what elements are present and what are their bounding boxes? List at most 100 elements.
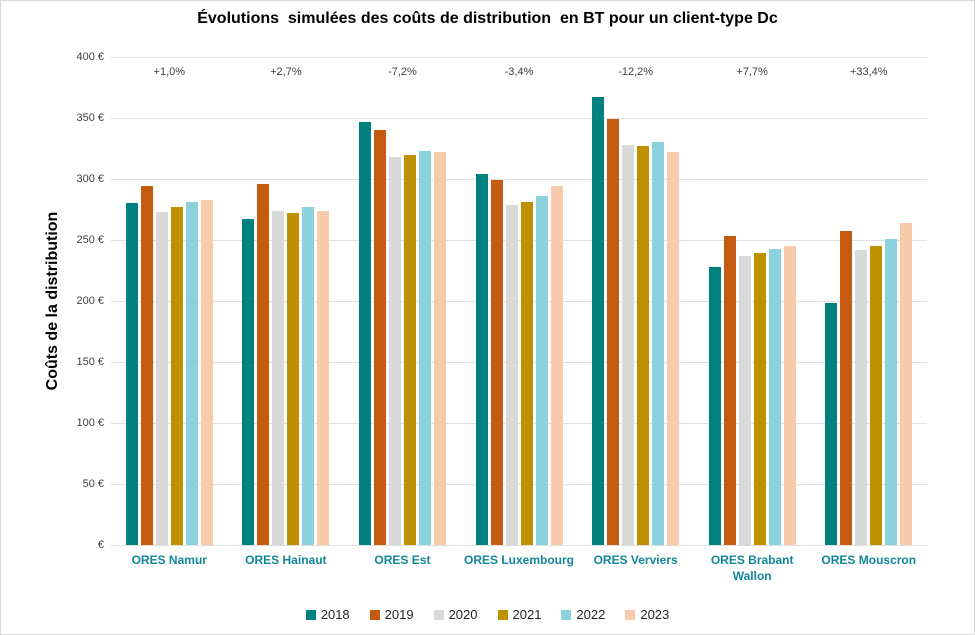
gridline — [111, 240, 927, 241]
x-axis-label-ores-brabant-wallon: ORES Brabant Wallon — [710, 553, 794, 583]
y-tick-label: 150 € — [76, 356, 104, 368]
pct-annotation-ores-verviers: -12,2% — [618, 66, 654, 78]
bar-2022-ores-luxembourg — [535, 196, 548, 545]
bar-2018-ores-luxembourg — [475, 174, 488, 545]
legend-swatch-2018 — [305, 609, 316, 620]
y-tick-label: 300 € — [76, 173, 104, 185]
bar-2020-ores-namur — [155, 212, 168, 545]
bar-2018-ores-brabant-wallon — [708, 267, 721, 545]
bar-2019-ores-namur — [140, 186, 153, 545]
bar-2023-ores-brabant-wallon — [783, 246, 796, 545]
legend-label-2018: 2018 — [320, 607, 350, 622]
x-axis-label-ores-mouscron: ORES Mouscron — [821, 553, 917, 567]
bar-2020-ores-luxembourg — [505, 205, 518, 545]
bars-cluster — [461, 174, 578, 545]
x-axis-label-ores-hainaut: ORES Hainaut — [245, 553, 327, 567]
bar-2023-ores-namur — [200, 200, 213, 545]
bar-group-ores-luxembourg: -3,4% ORES Luxembourg — [461, 57, 578, 567]
y-tick-label: 200 € — [76, 295, 104, 307]
bar-group-ores-namur: +1,0% ORES Namur — [111, 57, 228, 567]
bar-2020-ores-est — [388, 157, 401, 545]
bar-2022-ores-hainaut — [302, 207, 315, 545]
legend-item-2018: 2018 — [305, 607, 350, 622]
bar-2021-ores-luxembourg — [520, 202, 533, 545]
bar-2019-ores-hainaut — [257, 184, 270, 545]
legend-swatch-2020 — [433, 609, 444, 620]
legend-swatch-2023 — [625, 609, 636, 620]
bar-group-ores-mouscron: +33,4% ORES Mouscron — [810, 57, 927, 567]
bar-2021-ores-est — [403, 155, 416, 545]
pct-annotation-ores-luxembourg: -3,4% — [504, 66, 534, 78]
legend-swatch-2019 — [369, 609, 380, 620]
gridline — [111, 57, 927, 58]
bar-2018-ores-mouscron — [825, 303, 838, 545]
x-axis-label-ores-est: ORES Est — [374, 553, 431, 567]
gridline — [111, 301, 927, 302]
legend-swatch-2022 — [561, 609, 572, 620]
bar-2020-ores-brabant-wallon — [738, 256, 751, 545]
bar-2022-ores-est — [418, 151, 431, 545]
bars-cluster — [810, 223, 927, 545]
bar-2019-ores-est — [373, 130, 386, 545]
legend-item-2020: 2020 — [433, 607, 478, 622]
bar-2022-ores-namur — [185, 202, 198, 545]
x-axis-label-ores-namur: ORES Namur — [131, 553, 207, 567]
gridline — [111, 179, 927, 180]
legend-swatch-2021 — [497, 609, 508, 620]
bar-2021-ores-mouscron — [870, 246, 883, 545]
bar-2023-ores-hainaut — [317, 211, 330, 545]
y-tick-label: 100 € — [76, 417, 104, 429]
bar-2021-ores-brabant-wallon — [753, 253, 766, 545]
gridline — [111, 484, 927, 485]
bar-2018-ores-namur — [125, 203, 138, 545]
bar-group-ores-est: -7,2% ORES Est — [344, 57, 461, 567]
gridline — [111, 362, 927, 363]
legend-item-2021: 2021 — [497, 607, 541, 622]
bar-group-ores-brabant-wallon: +7,7% ORES Brabant Wallon — [694, 57, 811, 583]
legend-item-2019: 2019 — [369, 607, 414, 622]
y-tick-label: 350 € — [76, 112, 104, 124]
pct-annotation-ores-namur: +1,0% — [153, 66, 186, 78]
pct-annotation-ores-mouscron: +33,4% — [849, 66, 888, 78]
legend-item-2022: 2022 — [561, 607, 605, 622]
legend: 2018 2019 2020 2021 2022 2023 — [1, 607, 974, 622]
bars-cluster — [344, 122, 461, 545]
bar-2019-ores-mouscron — [840, 231, 853, 545]
bar-2020-ores-hainaut — [272, 211, 285, 545]
legend-label-2019: 2019 — [384, 607, 414, 622]
bar-2019-ores-verviers — [607, 119, 620, 545]
plot-area: +1,0% ORES Namur +2,7% ORES Hainaut -7,2% ORE… — [111, 57, 927, 583]
pct-annotation-ores-brabant-wallon: +7,7% — [736, 66, 768, 78]
bar-2023-ores-mouscron — [900, 223, 913, 545]
pct-annotation-ores-est: -7,2% — [388, 66, 417, 78]
bar-2018-ores-est — [358, 122, 371, 545]
bars-cluster — [577, 97, 694, 545]
gridline — [111, 118, 927, 119]
gridline — [111, 545, 927, 546]
bar-2019-ores-brabant-wallon — [723, 236, 736, 545]
bar-group-ores-verviers: -12,2% ORES Verviers — [577, 57, 694, 567]
bar-2018-ores-verviers — [592, 97, 605, 545]
y-tick-label: € — [97, 539, 104, 551]
bar-2018-ores-hainaut — [242, 219, 255, 545]
bars-cluster — [111, 186, 228, 545]
bars-cluster — [228, 184, 345, 545]
bar-2021-ores-namur — [170, 207, 183, 545]
x-axis-label-ores-verviers: ORES Verviers — [593, 553, 678, 567]
bars-cluster — [694, 236, 811, 545]
chart-title: Évolutions simulées des coûts de distrib… — [197, 10, 778, 27]
y-tick-label: 50 € — [82, 478, 104, 490]
legend-label-2022: 2022 — [576, 607, 606, 622]
y-tick-label: 250 € — [76, 234, 104, 246]
bar-2022-ores-verviers — [652, 142, 665, 545]
bar-2022-ores-brabant-wallon — [768, 249, 781, 545]
x-axis-label-ores-luxembourg: ORES Luxembourg — [464, 553, 575, 567]
bar-2021-ores-verviers — [637, 146, 650, 545]
legend-label-2020: 2020 — [448, 607, 478, 622]
bar-2020-ores-verviers — [622, 145, 635, 545]
bar-2019-ores-luxembourg — [490, 180, 503, 545]
bar-2023-ores-luxembourg — [550, 186, 563, 545]
bar-2023-ores-est — [433, 152, 446, 545]
bar-2023-ores-verviers — [667, 152, 680, 545]
